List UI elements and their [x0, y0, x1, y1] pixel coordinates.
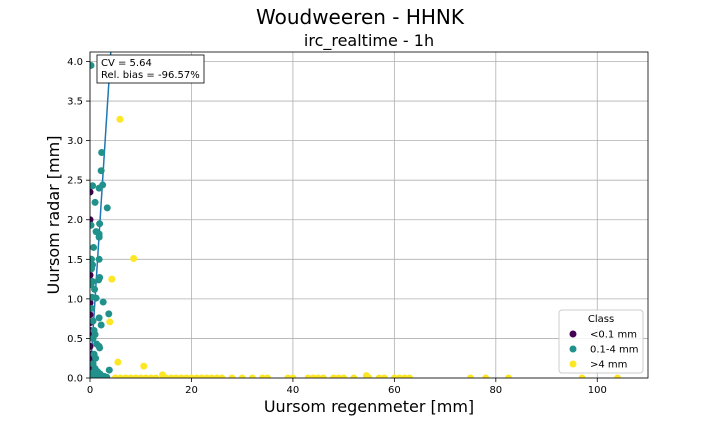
legend-label: 0.1-4 mm	[590, 345, 639, 356]
y-axis-ticks: 0.0 0.5 1.0 1.5 2.0 2.5 3.0 3.5 4.0	[67, 57, 90, 385]
data-point-gt-4mm	[152, 374, 160, 378]
y-tick-label: 1.0	[67, 294, 83, 305]
data-point-gt-4mm	[614, 374, 622, 378]
data-point-gt-4mm	[248, 374, 256, 378]
data-point-lt-0-1mm	[90, 216, 94, 224]
data-point-gt-4mm	[106, 318, 114, 326]
data-point-gt-4mm	[340, 374, 348, 378]
data-point-gt-4mm	[108, 275, 116, 283]
data-point-lt-0-1mm	[90, 342, 94, 350]
data-point-0-1-to-4mm	[92, 294, 100, 302]
plot-area	[90, 52, 648, 378]
stats-annotation: CV = 5.64 Rel. bias = -96.57%	[96, 54, 205, 84]
annotation-cv: CV = 5.64	[101, 58, 152, 69]
data-point-gt-4mm	[505, 374, 512, 378]
data-point-0-1-to-4mm	[95, 314, 103, 322]
data-point-0-1-to-4mm	[90, 243, 98, 251]
data-point-lt-0-1mm	[90, 311, 94, 319]
data-point-gt-4mm	[365, 374, 373, 378]
chart-title: irc_realtime - 1h	[304, 31, 434, 51]
data-point-0-1-to-4mm	[96, 220, 104, 228]
data-point-0-1-to-4mm	[90, 265, 96, 273]
annotation-box	[96, 54, 205, 84]
x-axis-label: Uursom regenmeter [mm]	[264, 397, 474, 416]
data-point-lt-0-1mm	[90, 299, 94, 307]
data-point-0-1-to-4mm	[96, 344, 104, 352]
y-tick-label: 3.0	[67, 136, 83, 147]
data-point-0-1-to-4mm	[97, 321, 105, 329]
data-point-0-1-to-4mm	[103, 204, 111, 212]
chart-suptitle: Woudweeren - HHNK	[256, 5, 465, 29]
data-point-gt-4mm	[319, 374, 327, 378]
data-point-gt-4mm	[228, 374, 236, 378]
data-point-gt-4mm	[578, 374, 586, 378]
x-tick-label: 80	[489, 385, 502, 396]
data-point-0-1-to-4mm	[90, 255, 96, 263]
y-tick-label: 1.5	[67, 255, 83, 266]
x-tick-label: 60	[388, 385, 401, 396]
legend-marker	[569, 330, 577, 338]
data-point-gt-4mm	[116, 115, 124, 123]
y-tick-label: 2.0	[67, 215, 83, 226]
x-tick-label: 0	[87, 385, 93, 396]
data-point-gt-4mm	[140, 362, 148, 370]
data-point-0-1-to-4mm	[91, 198, 99, 206]
legend-label: >4 mm	[590, 360, 627, 371]
legend-title: Class	[588, 314, 614, 325]
data-point-0-1-to-4mm	[97, 167, 105, 175]
legend-label: <0.1 mm	[590, 330, 637, 341]
legend-box	[558, 309, 644, 374]
data-point-0-1-to-4mm	[90, 304, 96, 312]
y-axis-label: Uursom radar [mm]	[44, 136, 63, 295]
data-point-gt-4mm	[406, 374, 414, 378]
data-point-gt-4mm	[350, 374, 358, 378]
data-point-0-1-to-4mm	[90, 221, 95, 229]
annotation-bias: Rel. bias = -96.57%	[101, 70, 200, 81]
data-point-0-1-to-4mm	[95, 233, 103, 241]
y-tick-label: 0.0	[67, 374, 83, 385]
data-point-0-1-to-4mm	[105, 310, 113, 318]
data-point-0-1-to-4mm	[91, 285, 99, 293]
y-tick-label: 3.5	[67, 97, 83, 108]
data-point-0-1-to-4mm	[90, 182, 97, 190]
y-tick-label: 4.0	[67, 57, 83, 68]
data-point-gt-4mm	[380, 374, 388, 378]
data-point-0-1-to-4mm	[90, 61, 95, 69]
data-point-0-1-to-4mm	[90, 317, 97, 325]
data-point-0-1-to-4mm	[105, 366, 113, 374]
data-point-gt-4mm	[130, 255, 138, 263]
data-point-0-1-to-4mm	[92, 374, 100, 378]
data-point-gt-4mm	[264, 374, 272, 378]
x-tick-label: 100	[588, 385, 607, 396]
data-point-0-1-to-4mm	[99, 298, 107, 306]
data-point-gt-4mm	[218, 374, 226, 378]
plot-frame	[89, 51, 649, 379]
data-point-lt-0-1mm	[90, 271, 94, 279]
data-point-0-1-to-4mm	[95, 184, 103, 192]
legend-marker	[569, 360, 577, 368]
data-point-gt-4mm	[482, 374, 490, 378]
scatter-points	[90, 61, 622, 378]
x-tick-label: 20	[185, 385, 198, 396]
y-tick-label: 2.5	[67, 176, 83, 187]
x-tick-label: 40	[287, 385, 300, 396]
data-point-0-1-to-4mm	[90, 334, 97, 342]
data-point-gt-4mm	[466, 374, 474, 378]
data-point-gt-4mm	[289, 374, 297, 378]
data-point-0-1-to-4mm	[95, 255, 103, 263]
data-point-lt-0-1mm	[90, 188, 94, 196]
y-tick-label: 0.5	[67, 334, 83, 345]
legend-marker	[569, 345, 577, 353]
data-point-0-1-to-4mm	[101, 374, 109, 378]
data-point-gt-4mm	[114, 358, 122, 366]
legend: Class <0.1 mm 0.1-4 mm >4 mm	[558, 309, 644, 374]
data-point-gt-4mm	[238, 374, 246, 378]
legend-entries: <0.1 mm 0.1-4 mm >4 mm	[569, 330, 639, 371]
x-axis-ticks: 0 20 40 60 80 100	[87, 378, 607, 396]
data-point-0-1-to-4mm	[95, 276, 103, 284]
data-point-0-1-to-4mm	[92, 354, 100, 362]
data-point-0-1-to-4mm	[98, 148, 106, 156]
grid-lines	[89, 52, 648, 379]
